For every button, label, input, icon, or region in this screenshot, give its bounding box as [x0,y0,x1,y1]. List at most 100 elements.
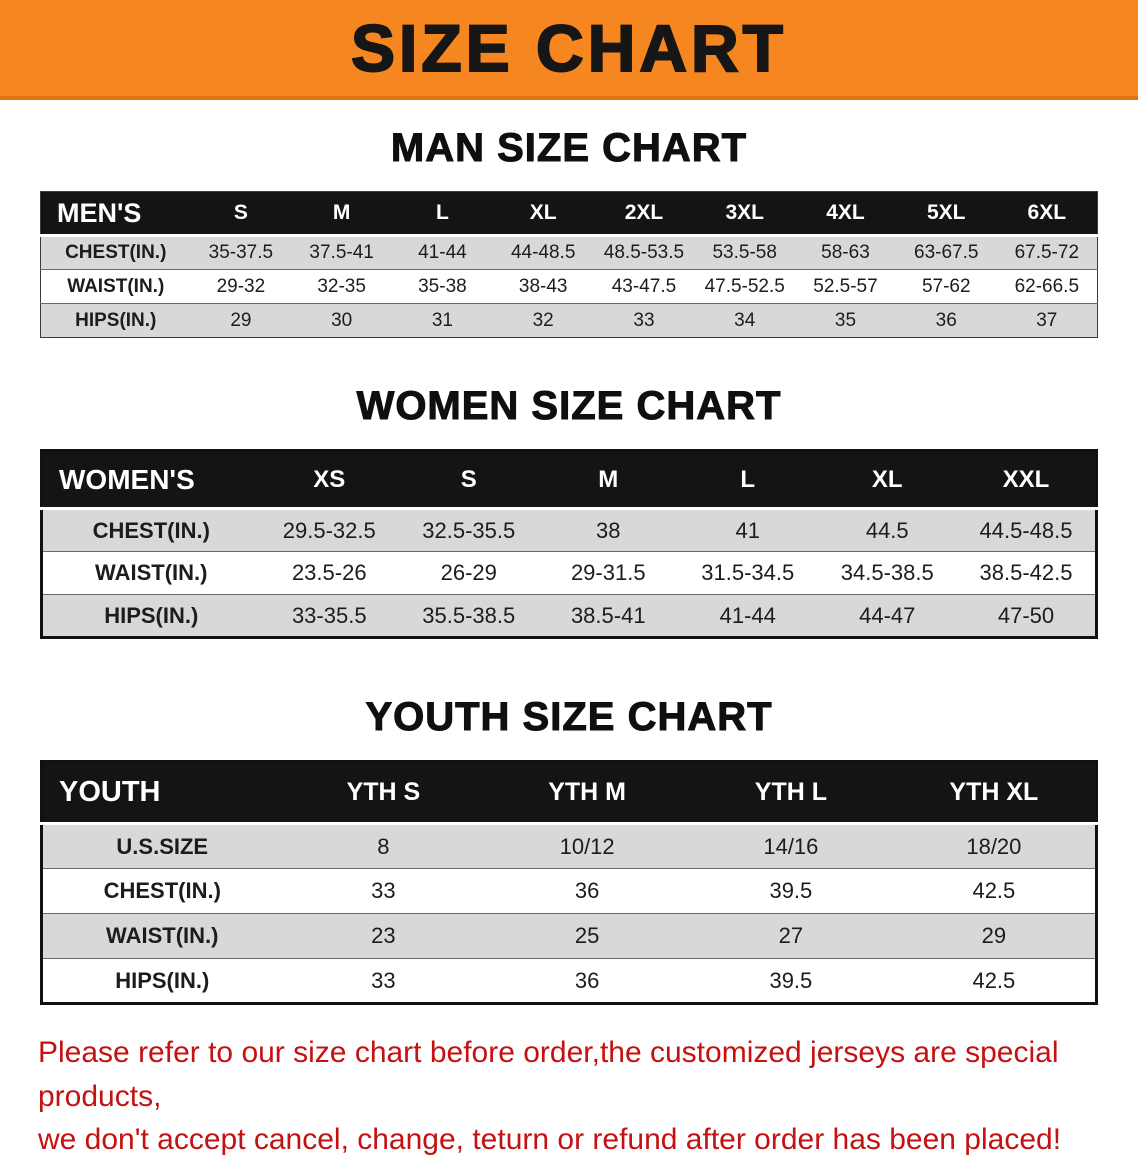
column-header: 5XL [895,191,997,237]
cell-value: 27 [778,923,804,948]
banner: SIZE CHART [0,0,1138,100]
column-header: 4XL [795,191,896,237]
disclaimer-line-2: we don't accept cancel, change, teturn o… [38,1123,1062,1156]
cell-value: 42.5 [972,878,1016,903]
table-row: HIPS(IN.) 33 36 39.5 42.5 [41,958,1097,1004]
cell-value: 47-50 [997,602,1055,628]
column-header: YTH XL [892,761,1097,825]
table-row: HIPS(IN.) 33-35.5 35.5-38.5 38.5-41 41-44 44-… [41,594,1097,638]
cell-value: 35-38 [418,275,467,297]
cell-value: 36 [574,967,600,993]
row-label: WAIST(IN.) [106,923,219,948]
page-title: SIZE CHART [350,10,787,86]
cell-value: 33-35.5 [291,602,367,628]
column-header: 6XL [996,191,1098,237]
cell-value: 52.5-57 [813,275,878,297]
row-label: HIPS(IN.) [115,967,210,993]
cell-value: 30 [331,309,353,331]
cell-value: 14/16 [763,833,819,859]
cell-value: 33 [633,309,655,331]
row-label: CHEST(IN.) [92,517,210,543]
cell-value: 47.5-52.5 [704,275,785,297]
cell-value: 38.5-41 [570,602,646,628]
cell-value: 29-32 [216,275,266,297]
cell-value: 34.5-38.5 [840,560,934,585]
column-header: 3XL [694,191,796,237]
cell-value: 41 [735,517,760,543]
cell-value: 23.5-26 [291,560,367,585]
column-header: YTH L [689,761,893,825]
table-row: CHEST(IN.) 33 36 39.5 42.5 [41,868,1097,914]
cell-value: 32 [532,309,554,331]
cell-value: 44.5 [865,517,909,543]
table-row: WAIST(IN.) 23.5-26 26-29 29-31.5 31.5-34.5 34… [41,551,1097,595]
column-header: XS [259,450,399,510]
column-header: XL [817,450,957,510]
row-label: WAIST(IN.) [67,275,165,297]
womens-size-table: WOMEN'S XS S M L XL XXL CHEST(IN.) 29.5-32.5 32.5… [40,449,1098,639]
row-label: CHEST(IN.) [65,242,167,263]
table-header-row: WOMEN'S XS S M L XL XXL [41,450,1097,510]
cell-value: 37 [1036,309,1058,331]
column-header: L [678,450,818,510]
cell-value: 32.5-35.5 [422,517,516,543]
column-header: M [291,191,393,237]
youth-size-table: YOUTH YTH S YTH M YTH L YTH XL U.S.SIZE 8 10/12… [40,760,1098,1005]
cell-value: 8 [377,833,390,859]
column-header: XL [492,191,594,237]
cell-value: 39.5 [769,878,813,903]
cell-value: 33 [371,878,396,903]
column-header: 2XL [593,191,695,237]
women-size-chart-heading: WOMEN SIZE CHART [356,384,782,429]
cell-value: 42.5 [972,967,1016,993]
cell-value: 33 [371,967,396,993]
cell-value: 29.5-32.5 [282,517,376,543]
cell-value: 53.5-58 [712,242,777,263]
row-label: CHEST(IN.) [103,878,221,903]
cell-value: 26-29 [440,560,497,585]
column-header: XXL [957,450,1097,510]
table-row: WAIST(IN.) 29-32 32-35 35-38 38-43 43-47.5 47.… [40,269,1098,304]
cell-value: 35.5-38.5 [422,602,516,628]
cell-value: 29 [230,309,252,331]
column-header: S [399,450,539,510]
cell-value: 48.5-53.5 [603,242,685,263]
cell-value: 29-31.5 [570,560,646,585]
cell-value: 23 [371,923,396,948]
table-title: WOMEN'S [41,450,260,510]
table-header-row: MEN'S S M L XL 2XL 3XL 4XL 5XL 6XL [40,191,1098,237]
row-label: WAIST(IN.) [95,560,208,585]
cell-value: 44-47 [859,602,916,628]
man-size-chart-heading: MAN SIZE CHART [390,126,748,171]
cell-value: 10/12 [559,833,615,859]
cell-value: 38-43 [518,275,568,297]
table-row: U.S.SIZE 8 10/12 14/16 18/20 [41,823,1097,869]
cell-value: 38 [596,517,621,543]
cell-value: 43-47.5 [611,275,677,297]
table-header-row: YOUTH YTH S YTH M YTH L YTH XL [41,761,1097,825]
mens-size-table: MEN'S S M L XL 2XL 3XL 4XL 5XL 6XL CHEST(IN.) 35-37… [40,191,1098,338]
row-label: HIPS(IN.) [75,309,157,331]
column-header: M [538,450,678,510]
cell-value: 41-44 [719,602,776,628]
cell-value: 18/20 [966,833,1022,859]
cell-value: 44-48.5 [510,242,576,263]
cell-value: 34 [734,309,756,331]
column-header: YTH M [485,761,689,825]
table-row: CHEST(IN.) 35-37.5 37.5-41 41-44 44-48.5 48.5… [40,235,1098,270]
cell-value: 37.5-41 [309,242,374,263]
cell-value: 25 [574,923,600,948]
column-header: L [392,191,493,237]
row-label: U.S.SIZE [116,833,209,859]
disclaimer-line-1: Please refer to our size chart before or… [38,1036,1059,1113]
cell-value: 36 [574,878,600,903]
cell-value: 63-67.5 [914,242,979,263]
cell-value: 67.5-72 [1014,242,1080,263]
cell-value: 41-44 [418,242,467,263]
cell-value: 32-35 [317,275,366,297]
table-row: HIPS(IN.) 29 30 31 32 33 34 35 36 37 [40,303,1098,338]
cell-value: 36 [935,309,957,331]
cell-value: 58-63 [821,242,870,263]
table-title: MEN'S [40,191,191,237]
